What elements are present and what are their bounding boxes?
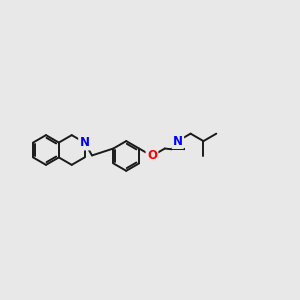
Text: N: N [80, 136, 90, 149]
Text: O: O [147, 149, 157, 162]
Text: N: N [173, 135, 183, 148]
